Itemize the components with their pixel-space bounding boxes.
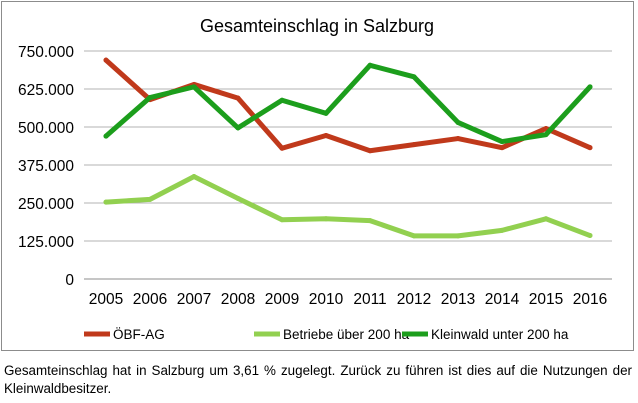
data-point bbox=[543, 132, 549, 138]
data-point bbox=[587, 84, 593, 90]
y-tick-label: 250.000 bbox=[18, 196, 74, 213]
data-point bbox=[411, 142, 417, 148]
x-tick-label: 2006 bbox=[133, 291, 167, 308]
legend-label: Kleinwald unter 200 ha bbox=[431, 327, 569, 342]
data-point bbox=[191, 174, 197, 180]
data-point bbox=[587, 233, 593, 239]
data-point bbox=[499, 145, 505, 151]
y-tick-label: 125.000 bbox=[18, 234, 74, 251]
line-chart: Gesamteinschlag in Salzburg 0 125.000 250.… bbox=[18, 16, 612, 342]
data-point bbox=[103, 199, 109, 205]
data-point bbox=[147, 95, 153, 101]
series-lines bbox=[103, 57, 593, 239]
data-point bbox=[235, 95, 241, 101]
x-tick-label: 2012 bbox=[397, 291, 431, 308]
data-point bbox=[279, 217, 285, 223]
y-tick-label: 750.000 bbox=[18, 44, 74, 61]
x-tick-label: 2016 bbox=[573, 291, 607, 308]
y-axis-tick-labels: 0 125.000 250.000 375.000 500.000 625.000 750.… bbox=[18, 44, 74, 289]
y-tick-label: 625.000 bbox=[18, 82, 74, 99]
x-tick-label: 2013 bbox=[441, 291, 475, 308]
data-point bbox=[587, 145, 593, 151]
x-axis-tick-labels: 2005 2006 2007 2008 2009 2010 2011 2012 2013 2014… bbox=[89, 291, 607, 308]
data-point bbox=[455, 136, 461, 142]
data-point bbox=[103, 57, 109, 63]
data-point bbox=[455, 233, 461, 239]
data-point bbox=[367, 62, 373, 68]
data-point bbox=[279, 145, 285, 151]
data-point bbox=[411, 233, 417, 239]
data-point bbox=[499, 227, 505, 233]
legend-label: Betriebe über 200 ha bbox=[283, 327, 410, 342]
data-point bbox=[103, 133, 109, 139]
legend: ÖBF-AG Betriebe über 200 ha Kleinwald unte… bbox=[84, 327, 569, 342]
x-tick-label: 2014 bbox=[485, 291, 520, 308]
chart-title: Gesamteinschlag in Salzburg bbox=[200, 16, 434, 36]
data-point bbox=[455, 119, 461, 125]
series-line-2 bbox=[103, 62, 593, 145]
y-tick-label: 500.000 bbox=[18, 120, 74, 137]
data-point bbox=[367, 218, 373, 224]
data-point bbox=[323, 216, 329, 222]
data-point bbox=[235, 125, 241, 131]
data-point bbox=[499, 139, 505, 145]
data-point bbox=[367, 148, 373, 154]
x-tick-label: 2008 bbox=[221, 291, 255, 308]
y-tick-label: 0 bbox=[65, 272, 74, 289]
series-line-1 bbox=[103, 174, 593, 239]
x-tick-label: 2009 bbox=[265, 291, 299, 308]
data-point bbox=[411, 74, 417, 80]
data-point bbox=[235, 195, 241, 201]
x-tick-label: 2010 bbox=[309, 291, 344, 308]
chart-caption: Gesamteinschlag hat in Salzburg um 3,61 … bbox=[4, 363, 632, 396]
gridlines bbox=[84, 50, 612, 280]
legend-label: ÖBF-AG bbox=[113, 327, 165, 342]
x-tick-label: 2007 bbox=[177, 291, 211, 308]
x-tick-label: 2011 bbox=[353, 291, 386, 308]
y-tick-label: 375.000 bbox=[18, 158, 74, 175]
data-point bbox=[279, 97, 285, 103]
x-tick-label: 2015 bbox=[529, 291, 563, 308]
data-point bbox=[191, 84, 197, 90]
data-point bbox=[323, 133, 329, 139]
data-point bbox=[147, 196, 153, 202]
data-point bbox=[543, 216, 549, 222]
x-tick-label: 2005 bbox=[89, 291, 123, 308]
data-point bbox=[323, 110, 329, 116]
